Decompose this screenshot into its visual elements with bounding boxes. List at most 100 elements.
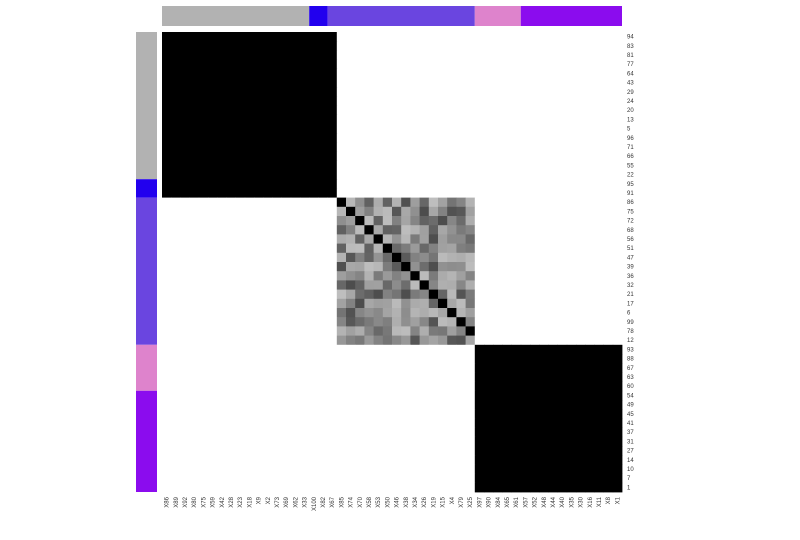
column-tick-label: X28 xyxy=(229,496,235,507)
heatmap-cell xyxy=(336,317,347,327)
heatmap-cell xyxy=(401,252,411,263)
heatmap-cell xyxy=(180,473,190,484)
heatmap-cell xyxy=(594,464,604,474)
heatmap-cell xyxy=(603,50,614,60)
heatmap-cell xyxy=(254,124,264,134)
heatmap-cell xyxy=(226,446,236,456)
heatmap-cell xyxy=(484,335,494,346)
heatmap-cell xyxy=(576,335,586,346)
column-tick-label: X2 xyxy=(266,496,272,504)
heatmap-cell xyxy=(474,436,485,447)
heatmap-cell xyxy=(189,354,200,364)
heatmap-cell xyxy=(612,252,623,263)
heatmap-cell xyxy=(208,78,218,88)
heatmap-cell xyxy=(447,289,457,300)
heatmap-cell xyxy=(612,234,623,244)
heatmap-cell xyxy=(327,50,338,60)
heatmap-cell xyxy=(254,243,264,254)
heatmap-cell xyxy=(576,41,586,51)
heatmap-cell xyxy=(281,326,292,336)
heatmap-cell xyxy=(511,436,522,447)
heatmap-cell xyxy=(392,105,402,116)
heatmap-cell xyxy=(180,317,190,327)
heatmap-cell xyxy=(217,436,227,447)
heatmap-cell xyxy=(180,446,190,456)
heatmap-cell xyxy=(585,473,595,484)
heatmap-cell xyxy=(382,188,393,198)
heatmap-cell xyxy=(520,151,531,162)
heatmap-cell xyxy=(603,206,614,217)
heatmap-cell xyxy=(217,151,227,162)
heatmap-cell xyxy=(401,308,411,318)
heatmap-cell xyxy=(576,197,586,208)
heatmap-cell xyxy=(171,344,181,355)
heatmap-cell xyxy=(244,160,255,171)
heatmap-cell xyxy=(235,409,246,419)
heatmap-cell xyxy=(548,482,558,493)
heatmap-cell xyxy=(336,197,347,208)
heatmap-cell xyxy=(401,142,411,152)
row-tick-label: 41 xyxy=(627,421,634,427)
row-tick-label: 31 xyxy=(627,439,634,445)
heatmap-cell xyxy=(318,114,328,125)
heatmap-cell xyxy=(180,455,190,465)
heatmap-cell xyxy=(428,427,439,438)
heatmap-cell xyxy=(208,381,218,392)
heatmap-cell xyxy=(474,41,485,51)
heatmap-cell xyxy=(373,298,384,309)
heatmap-cell xyxy=(456,409,466,419)
column-tick-label: X67 xyxy=(330,496,336,507)
heatmap-cell xyxy=(346,87,356,97)
heatmap-cell xyxy=(309,446,319,456)
heatmap-cell xyxy=(392,41,402,51)
heatmap-cell xyxy=(198,271,209,281)
heatmap-cell xyxy=(493,289,503,300)
heatmap-cell xyxy=(180,87,190,97)
heatmap-cell xyxy=(244,326,255,336)
heatmap-cell xyxy=(208,179,218,189)
heatmap-cell xyxy=(502,151,512,162)
heatmap-cell xyxy=(447,234,457,244)
heatmap-cell xyxy=(612,390,623,401)
heatmap-cell xyxy=(272,87,282,97)
heatmap-cell xyxy=(493,124,503,134)
heatmap-cell xyxy=(502,289,512,300)
row-tick-label: 32 xyxy=(627,283,634,289)
heatmap-cell xyxy=(327,473,338,484)
heatmap-cell xyxy=(300,326,310,336)
heatmap-cell xyxy=(180,280,190,290)
heatmap-cell xyxy=(566,216,577,226)
heatmap-cell xyxy=(263,436,273,447)
heatmap-cell xyxy=(327,124,338,134)
heatmap-cell xyxy=(530,151,540,162)
heatmap-cell xyxy=(502,482,512,493)
heatmap-cell xyxy=(612,32,623,42)
heatmap-cell xyxy=(272,188,282,198)
heatmap-cell xyxy=(346,105,356,116)
heatmap-cell xyxy=(419,464,430,474)
heatmap-cell xyxy=(447,216,457,226)
heatmap-cell xyxy=(364,32,374,42)
heatmap-cell xyxy=(244,179,255,189)
heatmap-cell xyxy=(355,142,365,152)
heatmap-cell xyxy=(382,308,393,318)
heatmap-cell xyxy=(226,436,236,447)
heatmap-cell xyxy=(327,482,338,493)
heatmap-cell xyxy=(327,400,338,410)
heatmap-cell xyxy=(244,87,255,97)
heatmap-cell xyxy=(171,436,181,447)
column-tick-label: X42 xyxy=(220,496,226,507)
heatmap-cell xyxy=(548,170,558,180)
heatmap-cell xyxy=(318,409,328,419)
heatmap-cell xyxy=(557,50,568,60)
heatmap-cell xyxy=(539,262,549,272)
heatmap-cell xyxy=(594,151,604,162)
heatmap-cell xyxy=(235,243,246,254)
heatmap-cell xyxy=(511,188,522,198)
heatmap-cell xyxy=(447,427,457,438)
heatmap-cell xyxy=(346,482,356,493)
heatmap-cell xyxy=(474,50,485,60)
heatmap-cell xyxy=(355,68,365,79)
heatmap-cell xyxy=(226,124,236,134)
heatmap-cell xyxy=(548,289,558,300)
